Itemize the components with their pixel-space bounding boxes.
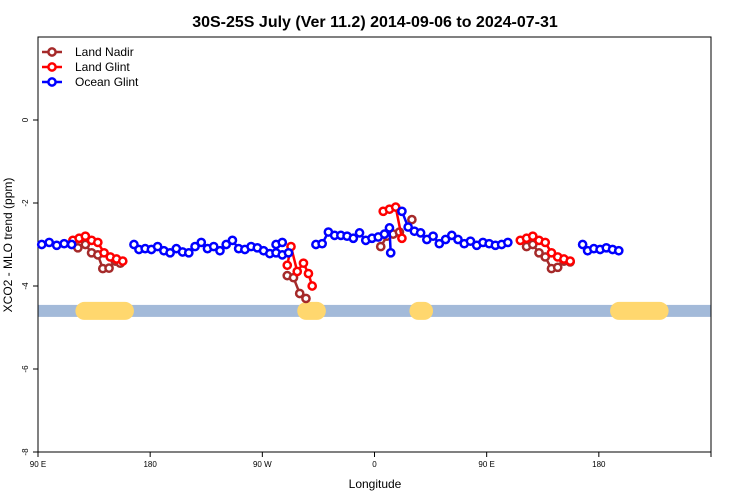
- land-patch: [297, 301, 326, 320]
- data-point: [440, 234, 451, 245]
- x-tick-label: 180: [592, 460, 606, 469]
- data-point: [613, 245, 624, 256]
- land-patch: [610, 301, 669, 320]
- land-patch: [75, 301, 134, 320]
- data-point: [303, 268, 314, 279]
- y-tick-label: -2: [21, 199, 30, 207]
- legend-label: Land Glint: [75, 60, 130, 74]
- data-point: [80, 231, 91, 242]
- data-point: [348, 233, 359, 244]
- legend-marker: [47, 47, 57, 57]
- data-point: [385, 247, 396, 258]
- data-point: [546, 247, 557, 258]
- data-point: [165, 247, 175, 258]
- x-tick-label: 90 E: [478, 460, 494, 469]
- data-point: [375, 241, 386, 252]
- data-point: [183, 247, 194, 258]
- data-point: [277, 237, 288, 248]
- land-patch: [409, 301, 434, 320]
- data-point: [99, 247, 109, 258]
- data-point: [44, 237, 55, 248]
- x-tick-label: 0: [372, 460, 377, 469]
- x-axis: 90 E 180 90 W 0 90 E 180: [30, 452, 712, 469]
- y-tick-label: -6: [21, 365, 30, 373]
- plot-frame: [37, 36, 712, 453]
- data-point: [397, 233, 407, 244]
- data-point: [577, 239, 588, 250]
- y-tick-label: -8: [21, 448, 30, 456]
- data-point: [307, 281, 318, 291]
- series-land-nadir: [73, 214, 576, 304]
- data-point: [66, 239, 77, 250]
- data-point: [152, 241, 163, 252]
- surface-strip: [38, 304, 711, 317]
- data-point: [354, 228, 365, 238]
- legend-item: Land Nadir: [42, 45, 134, 59]
- x-tick-label: 90 E: [30, 460, 46, 469]
- data-point: [317, 238, 328, 249]
- data-point: [59, 238, 70, 249]
- data-point: [390, 202, 401, 212]
- series-ocean-glint: [36, 206, 624, 260]
- legend-item: Ocean Glint: [42, 75, 139, 89]
- data-point: [36, 239, 47, 250]
- data-point: [540, 252, 551, 262]
- data-point: [428, 231, 438, 242]
- legend-marker: [47, 77, 57, 87]
- data-point: [403, 222, 413, 232]
- data-point: [552, 262, 563, 273]
- chart-title: 30S-25S July (Ver 11.2) 2014-09-06 to 20…: [192, 14, 558, 31]
- data-point: [446, 230, 457, 241]
- data-point: [565, 256, 576, 266]
- data-point: [453, 234, 463, 245]
- data-point: [407, 214, 417, 225]
- plot-area: [36, 36, 712, 453]
- y-axis: 0 -2 -4 -6 -8: [21, 117, 38, 456]
- data-point: [190, 241, 200, 252]
- data-point: [227, 235, 238, 246]
- data-point: [527, 231, 538, 242]
- data-point: [540, 237, 551, 248]
- y-tick-label: 0: [21, 117, 30, 122]
- data-point: [51, 240, 62, 251]
- data-point: [465, 236, 476, 247]
- y-axis-label: XCO2 - MLO trend (ppm): [1, 178, 15, 313]
- x-tick-label: 180: [143, 460, 157, 469]
- data-point: [298, 258, 309, 269]
- x-tick-label: 90 W: [253, 460, 272, 469]
- data-point: [221, 239, 232, 250]
- data-point: [283, 247, 294, 258]
- data-point: [196, 237, 207, 248]
- data-point: [282, 260, 293, 271]
- data-point: [379, 229, 390, 239]
- data-point: [384, 223, 395, 233]
- legend-item: Land Glint: [42, 60, 130, 74]
- series-land-glint: [68, 202, 576, 291]
- data-point: [434, 238, 445, 249]
- data-point: [215, 245, 225, 256]
- data-point: [292, 266, 303, 277]
- data-point: [294, 288, 305, 299]
- legend-marker: [47, 62, 57, 72]
- data-point: [503, 237, 513, 248]
- data-point: [104, 263, 114, 274]
- legend-label: Land Nadir: [75, 45, 134, 59]
- y-tick-label: -4: [21, 282, 30, 290]
- data-point: [534, 247, 544, 258]
- data-point: [208, 241, 219, 252]
- x-axis-label: Longitude: [349, 477, 402, 491]
- data-point: [301, 293, 311, 304]
- data-point: [92, 237, 103, 248]
- data-point: [415, 228, 426, 238]
- data-point: [397, 206, 407, 217]
- legend-label: Ocean Glint: [75, 75, 139, 89]
- data-point: [117, 256, 128, 266]
